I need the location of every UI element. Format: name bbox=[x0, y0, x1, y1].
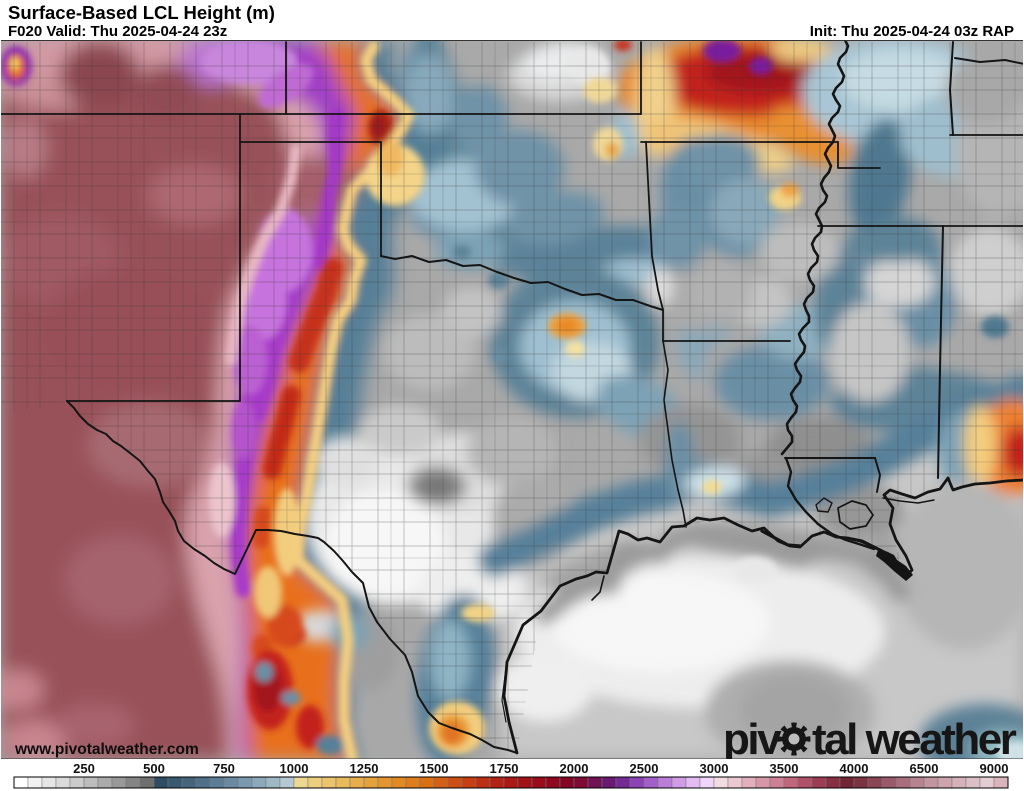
svg-text:1750: 1750 bbox=[490, 761, 519, 776]
svg-text:piv: piv bbox=[723, 715, 782, 764]
svg-text:F020 Valid: Thu 2025-04-24 23z: F020 Valid: Thu 2025-04-24 23z bbox=[8, 23, 227, 40]
svg-text:3500: 3500 bbox=[770, 761, 799, 776]
svg-text:6500: 6500 bbox=[910, 761, 939, 776]
svg-text:4000: 4000 bbox=[840, 761, 869, 776]
svg-text:1250: 1250 bbox=[350, 761, 379, 776]
svg-text:250: 250 bbox=[73, 761, 95, 776]
svg-text:9000: 9000 bbox=[980, 761, 1009, 776]
svg-text:1500: 1500 bbox=[420, 761, 449, 776]
svg-text:Surface-Based LCL Height (m): Surface-Based LCL Height (m) bbox=[8, 2, 275, 23]
svg-text:3000: 3000 bbox=[700, 761, 729, 776]
svg-text:Init: Thu 2025-04-24 03z RAP: Init: Thu 2025-04-24 03z RAP bbox=[810, 23, 1014, 40]
svg-text:2500: 2500 bbox=[630, 761, 659, 776]
svg-text:www.pivotalweather.com: www.pivotalweather.com bbox=[14, 741, 199, 758]
svg-text:750: 750 bbox=[213, 761, 235, 776]
svg-text:2000: 2000 bbox=[560, 761, 589, 776]
svg-text:1000: 1000 bbox=[280, 761, 309, 776]
svg-text:500: 500 bbox=[143, 761, 165, 776]
svg-text:tal weather: tal weather bbox=[812, 715, 1017, 764]
